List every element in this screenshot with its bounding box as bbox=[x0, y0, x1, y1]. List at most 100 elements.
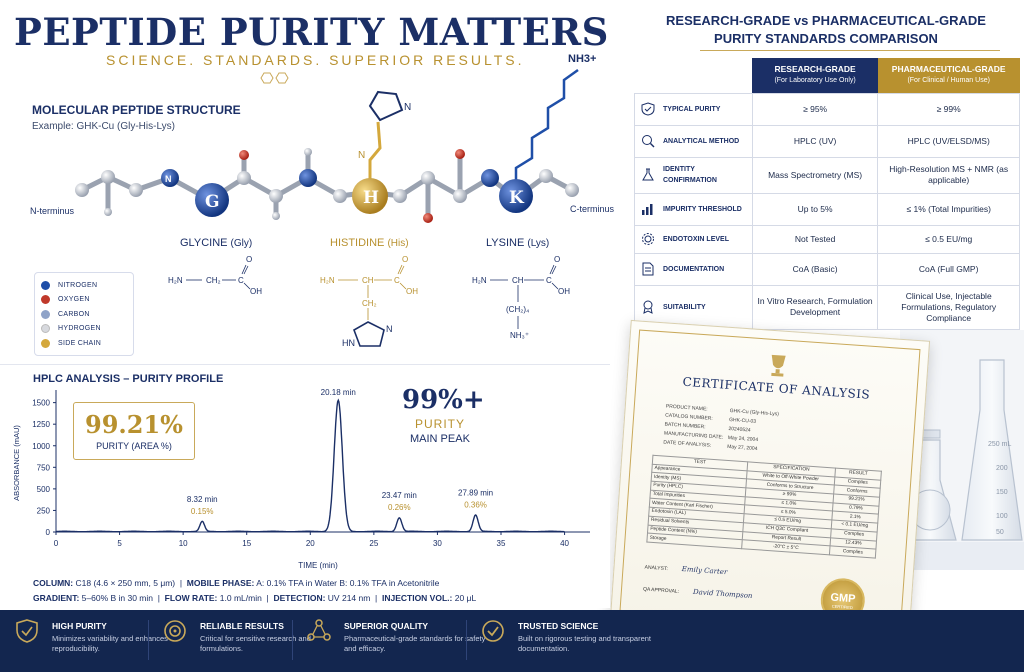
cert-results-table: TEST SPECIFICATION RESULT Appearance Whit… bbox=[646, 455, 882, 559]
y-tick-label: 1250 bbox=[32, 420, 50, 429]
comparison-row: IDENTITY CONFIRMATION Mass Spectrometry (… bbox=[634, 156, 1020, 194]
research-grade-value: HPLC (UV) bbox=[751, 124, 879, 158]
svg-text:HN: HN bbox=[342, 338, 355, 348]
y-tick-label: 0 bbox=[46, 528, 51, 537]
svg-text:C: C bbox=[394, 276, 400, 285]
glycine-name: GLYCINE (Gly) bbox=[180, 237, 252, 249]
peak-area-label: 0.36% bbox=[464, 501, 487, 510]
pharma-grade-value: HPLC (UV/ELSD/MS) bbox=[877, 124, 1020, 158]
x-tick-label: 30 bbox=[433, 539, 442, 548]
footer-feature-desc: Built on rigorous testing and transparen… bbox=[518, 634, 651, 653]
pharma-grade-header: PHARMACEUTICAL-GRADE (For Clinical / Huma… bbox=[877, 58, 1020, 93]
research-grade-value: CoA (Basic) bbox=[751, 252, 879, 286]
footer-feature-title: SUPERIOR QUALITY bbox=[344, 621, 429, 631]
feature-label: ENDOTOXIN LEVEL bbox=[663, 235, 729, 243]
svg-text:OH: OH bbox=[250, 287, 262, 296]
hplc-panel bbox=[0, 364, 610, 608]
legend-nitrogen: NITROGEN bbox=[41, 278, 127, 293]
lysine-nh3-label: NH3+ bbox=[568, 53, 596, 65]
hplc-title: HPLC ANALYSIS – PURITY PROFILE bbox=[33, 373, 224, 385]
shield-check-icon bbox=[641, 102, 655, 116]
x-tick-label: 15 bbox=[242, 539, 251, 548]
lysine-formula: H₂N CH C O OH (CH₂)₄ NH₃⁺ bbox=[472, 255, 570, 340]
research-grade-value: ≥ 95% bbox=[751, 92, 879, 126]
svg-text:NH₃⁺: NH₃⁺ bbox=[510, 331, 529, 340]
feature-label: ANALYTICAL METHOD bbox=[663, 137, 740, 145]
histidine-atom-label: H bbox=[363, 188, 379, 208]
research-grade-value: Up to 5% bbox=[751, 192, 879, 226]
pharma-grade-value: ≥ 99% bbox=[877, 92, 1020, 126]
atom-legend: NITROGEN OXYGEN CARBON HYDROGEN SIDE CHA… bbox=[34, 272, 134, 356]
pharma-grade-value: CoA (Full GMP) bbox=[877, 252, 1020, 286]
hplc-chromatogram: 0 250 500 750 1000 1250 1500 0 5 10 15 20 25 30 35 40 8… bbox=[12, 388, 590, 570]
svg-text:H₂N: H₂N bbox=[472, 276, 487, 285]
pharma-grade-value: ≤ 1% (Total Impurities) bbox=[877, 192, 1020, 226]
magnifier-icon bbox=[642, 135, 655, 148]
main-peak-label: MAIN PEAK bbox=[410, 433, 470, 445]
x-tick-label: 5 bbox=[117, 539, 122, 548]
svg-text:OH: OH bbox=[558, 287, 570, 296]
x-tick-label: 35 bbox=[497, 539, 506, 548]
comparison-row: ANALYTICAL METHOD HPLC (UV) HPLC (UV/ELSD/… bbox=[634, 124, 1020, 158]
flask-tick-200: 200 bbox=[996, 465, 1008, 472]
pharma-grade-value: High-Resolution MS + NMR (as applicable) bbox=[877, 156, 1020, 194]
svg-text:CH₂: CH₂ bbox=[362, 299, 377, 308]
flask-tick-100: 100 bbox=[996, 513, 1008, 520]
footer-feature-desc: Critical for sensitive research and form… bbox=[200, 634, 311, 653]
main-peak-purity: 99%+ bbox=[402, 385, 485, 415]
trophy-emblem-icon bbox=[771, 354, 786, 377]
lysine-name: LYSINE (Lys) bbox=[486, 237, 549, 249]
his-ring-n2-label: N bbox=[404, 102, 411, 113]
svg-text:OH: OH bbox=[406, 287, 418, 296]
purity-label: PURITY (AREA %) bbox=[96, 441, 172, 451]
comparison-row: SUITABILITY In Vitro Research, Formulatio… bbox=[634, 284, 1020, 330]
chromatogram-trace bbox=[56, 398, 565, 533]
svg-text:H₂N: H₂N bbox=[168, 276, 183, 285]
x-tick-label: 25 bbox=[369, 539, 378, 548]
footer-feature: HIGH PURITY Minimizes variability and enh… bbox=[14, 618, 202, 654]
network-icon bbox=[307, 619, 331, 641]
svg-text:CH: CH bbox=[512, 276, 524, 285]
peak-time-label: 8.32 min bbox=[187, 495, 218, 504]
svg-text:C: C bbox=[546, 276, 552, 285]
flask-icon bbox=[642, 168, 654, 181]
x-tick-label: 40 bbox=[560, 539, 569, 548]
feature-label: IMPURITY THRESHOLD bbox=[663, 205, 742, 213]
peak-area-label: 0.15% bbox=[191, 507, 214, 516]
x-axis-label: TIME (min) bbox=[298, 561, 338, 570]
check-circle-icon bbox=[482, 620, 504, 642]
legend-hydrogen: HYDROGEN bbox=[41, 322, 127, 337]
lysine-atom-label: K bbox=[509, 188, 525, 208]
gear-icon bbox=[642, 233, 654, 245]
y-tick-label: 750 bbox=[37, 463, 51, 472]
n-terminus-label: N-terminus bbox=[30, 206, 75, 216]
footer-divider bbox=[148, 620, 149, 660]
tagline: SCIENCE. STANDARDS. SUPERIOR RESULTS. bbox=[106, 52, 525, 68]
target-icon bbox=[164, 620, 186, 642]
purity-box: 99.21% PURITY (AREA %) bbox=[73, 402, 195, 460]
feature-label: IDENTITY CONFIRMATION bbox=[663, 166, 717, 184]
research-grade-value: Not Tested bbox=[751, 224, 879, 254]
comparison-table: RESEARCH-GRADE (For Laboratory Use Only) … bbox=[634, 58, 1020, 330]
comparison-row: DOCUMENTATION CoA (Basic) CoA (Full GMP) bbox=[634, 252, 1020, 286]
feature-label: TYPICAL PURITY bbox=[663, 105, 721, 113]
footer-bar bbox=[0, 610, 1024, 672]
molecule-example: Example: GHK-Cu (Gly-His-Lys) bbox=[32, 121, 175, 132]
comparison-title: RESEARCH-GRADE vs PHARMACEUTICAL-GRADE P… bbox=[666, 13, 986, 46]
svg-text:CH₂: CH₂ bbox=[206, 276, 221, 285]
hplc-conditions-line2: GRADIENT: 5–60% B in 30 min | FLOW RATE:… bbox=[33, 593, 477, 603]
research-grade-header: RESEARCH-GRADE (For Laboratory Use Only) bbox=[752, 58, 878, 93]
peak-time-label: 27.89 min bbox=[458, 489, 493, 498]
molecule-title: MOLECULAR PEPTIDE STRUCTURE bbox=[32, 103, 241, 117]
footer-feature-desc: Minimizes variability and enhances repro… bbox=[52, 634, 168, 653]
svg-text:H₂N: H₂N bbox=[320, 276, 335, 285]
footer-feature: TRUSTED SCIENCE Built on rigorous testing… bbox=[480, 618, 668, 654]
y-tick-label: 1000 bbox=[32, 442, 50, 451]
legend-oxygen: OXYGEN bbox=[41, 293, 127, 308]
svg-text:N: N bbox=[386, 324, 393, 334]
pharma-grade-value: ≤ 0.5 EU/mg bbox=[877, 224, 1020, 254]
comparison-row: IMPURITY THRESHOLD Up to 5% ≤ 1% (Total Im… bbox=[634, 192, 1020, 226]
y-axis-label: ABSORBANCE (mAU) bbox=[12, 425, 21, 501]
bar-chart-icon bbox=[642, 204, 653, 215]
feature-label: DOCUMENTATION bbox=[663, 265, 725, 273]
